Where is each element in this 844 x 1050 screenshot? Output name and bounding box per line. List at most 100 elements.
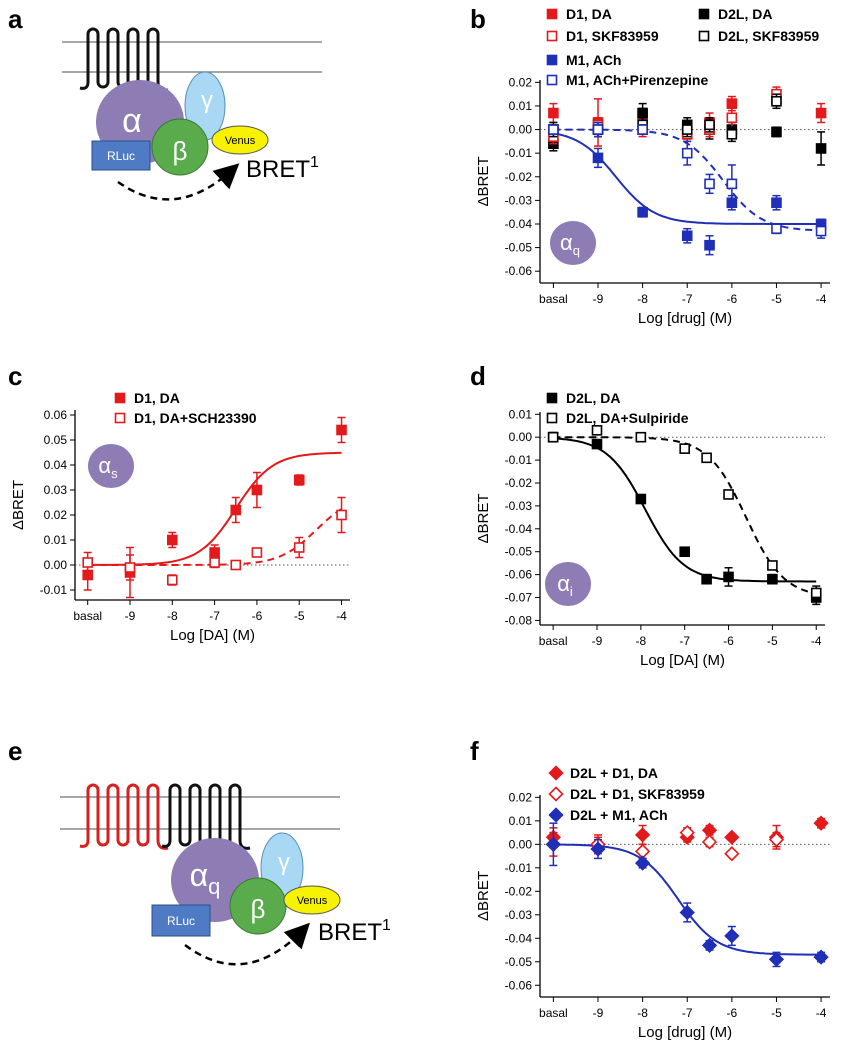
marker xyxy=(723,571,734,583)
x-tick-label: -8 xyxy=(636,634,647,648)
x-tick-label: -4 xyxy=(816,292,827,306)
y-tick-label: -0.02 xyxy=(505,170,533,184)
marker xyxy=(723,489,734,500)
marker xyxy=(336,509,347,521)
x-tick-label: -4 xyxy=(816,1006,827,1020)
annotation: αi xyxy=(557,571,573,599)
diagram-a: a α β γ Venus RLuc BRET1 xyxy=(8,4,322,201)
marker xyxy=(767,573,778,585)
label: Venus xyxy=(225,135,256,147)
x-tick-label: -4 xyxy=(336,609,347,623)
annotation-symbol: α xyxy=(98,453,111,478)
marker xyxy=(635,431,647,443)
marker xyxy=(768,951,785,968)
marker xyxy=(815,225,827,237)
marker xyxy=(768,831,785,848)
annotation-subscript: i xyxy=(570,584,573,599)
legend-marker xyxy=(546,412,558,424)
marker xyxy=(704,239,715,251)
marker xyxy=(209,557,220,568)
annotation-badge xyxy=(550,221,596,265)
x-tick-label: -6 xyxy=(723,634,734,648)
marker xyxy=(724,846,740,862)
marker xyxy=(701,452,712,464)
y-tick-label: 0.01 xyxy=(509,407,533,421)
marker xyxy=(724,829,740,845)
marker xyxy=(230,559,242,571)
label: β xyxy=(173,136,188,166)
rluc xyxy=(151,904,211,937)
label: BRET xyxy=(246,156,310,183)
x-tick-label: -9 xyxy=(125,609,136,623)
y-tick-label: -0.02 xyxy=(505,476,533,490)
x-tick-label: -7 xyxy=(209,609,220,623)
marker xyxy=(293,474,305,486)
x-tick-label: -8 xyxy=(637,1006,648,1020)
annotation-badge xyxy=(545,562,591,606)
marker xyxy=(704,119,715,131)
legend-marker xyxy=(546,30,558,42)
x-tick-label: -7 xyxy=(682,1006,693,1020)
marker xyxy=(592,124,604,135)
marker xyxy=(701,834,718,850)
x-tick-label: -5 xyxy=(767,634,778,648)
x-tick-label: -8 xyxy=(637,292,648,306)
legend-marker xyxy=(546,8,558,20)
label: BRET1 xyxy=(318,917,391,946)
x-axis-label: Log [DA] (M) xyxy=(640,652,725,669)
legend-marker xyxy=(698,30,710,42)
fit-curve xyxy=(553,843,822,956)
marker xyxy=(167,574,178,586)
annotation: αq xyxy=(560,230,580,258)
y-tick-label: 0.01 xyxy=(509,99,533,113)
y-tick-label: -0.06 xyxy=(505,568,533,582)
receptor xyxy=(161,783,251,850)
fit-curve xyxy=(553,437,817,583)
annotation-subscript: s xyxy=(111,466,118,481)
marker xyxy=(591,425,603,436)
legend-marker xyxy=(114,412,126,424)
label: q xyxy=(208,874,220,899)
label: BRET1 xyxy=(246,154,319,183)
y-tick-label: -0.04 xyxy=(505,931,533,945)
diagram-e: e αq β γ Venus RLuc BRET1 xyxy=(8,736,391,966)
marker xyxy=(704,178,715,190)
y-tick-label: -0.01 xyxy=(505,453,533,467)
marker xyxy=(591,438,603,450)
y-tick-label: 0.04 xyxy=(44,458,68,472)
marker xyxy=(293,542,305,553)
legend-label: D1, DA xyxy=(566,6,612,22)
x-tick-label: basal xyxy=(539,292,568,306)
y-tick-label: -0.01 xyxy=(505,861,533,875)
panel-letter: a xyxy=(8,4,23,34)
y-tick-label: -0.03 xyxy=(505,193,533,207)
x-tick-label: -6 xyxy=(727,292,738,306)
marker xyxy=(679,904,695,921)
y-tick-label: 0.02 xyxy=(44,508,68,522)
marker xyxy=(548,107,559,119)
marker xyxy=(251,547,263,558)
marker xyxy=(336,424,347,436)
legend-marker xyxy=(546,74,558,86)
marker xyxy=(167,534,178,546)
marker xyxy=(124,562,136,573)
label: BRET xyxy=(318,919,382,946)
x-axis-label: Log [drug] (M) xyxy=(638,310,732,327)
legend-label: D1, SKF83959 xyxy=(566,28,659,44)
marker xyxy=(724,928,740,944)
marker xyxy=(701,937,718,953)
x-tick-label: -4 xyxy=(811,634,822,648)
x-axis-label: Log [DA] (M) xyxy=(170,627,255,644)
legend-label: D2L + D1, DA xyxy=(570,765,658,781)
marker xyxy=(590,841,606,857)
legend-label: M1, ACh xyxy=(566,52,621,68)
y-tick-label: -0.04 xyxy=(505,217,533,231)
panel-letter: f xyxy=(470,736,479,766)
annotation-symbol: α xyxy=(557,571,570,596)
y-axis-label: ΔBRET xyxy=(10,480,27,530)
marker xyxy=(637,124,648,135)
x-tick-label: -5 xyxy=(294,609,305,623)
legend-marker xyxy=(548,765,564,781)
legend-label: D2L, DA+Sulpiride xyxy=(566,410,689,426)
x-tick-label: -9 xyxy=(593,1006,604,1020)
